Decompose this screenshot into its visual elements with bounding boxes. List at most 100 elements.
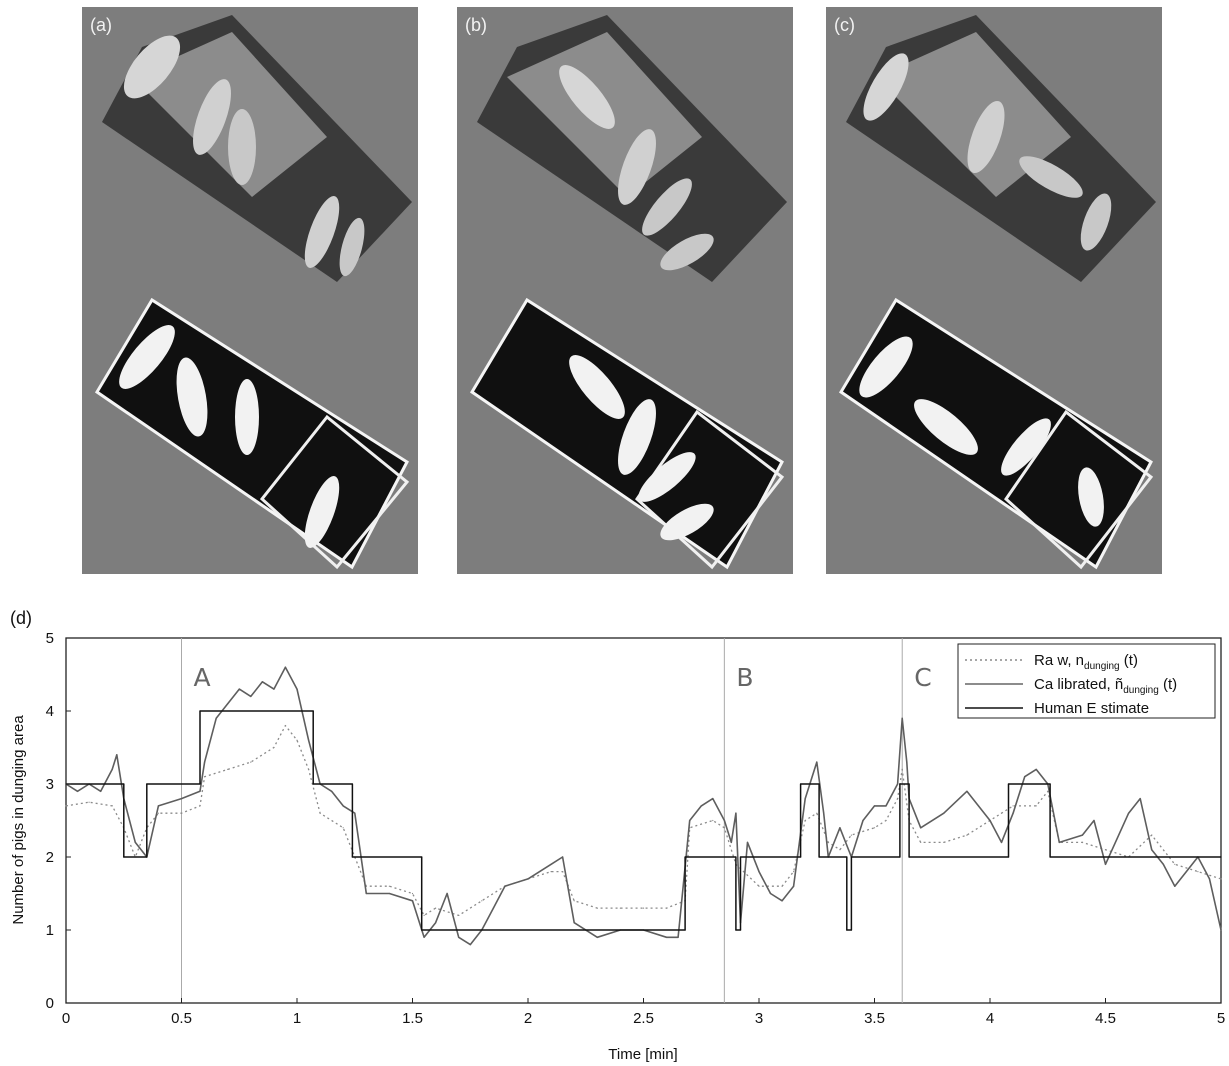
series-dotted	[65, 724, 1222, 917]
data-point	[365, 892, 367, 895]
data-point	[897, 783, 899, 785]
data-point	[1081, 841, 1083, 843]
data-point	[989, 819, 991, 822]
pig-shape	[1080, 193, 1112, 251]
data-point	[746, 841, 749, 843]
x-tick-label: 0	[62, 1010, 70, 1027]
data-point	[1035, 768, 1037, 770]
x-tick-label: 4.5	[1095, 1010, 1116, 1027]
panel-label-c: (c)	[834, 15, 855, 35]
pen-images-a	[94, 15, 412, 570]
legend-entry-calibrated: Ca librated, ñdunging (t)	[1034, 676, 1177, 696]
data-point	[100, 790, 102, 792]
data-point	[723, 819, 726, 822]
pig-shape	[559, 65, 615, 129]
data-point	[435, 922, 437, 924]
data-point	[199, 790, 201, 792]
pig-shape	[967, 100, 1005, 174]
series-layer	[65, 666, 1222, 946]
data-point	[758, 871, 760, 873]
data-point	[261, 681, 263, 683]
data-point	[319, 812, 321, 814]
data-point	[423, 914, 425, 916]
pig-mask	[1001, 418, 1051, 476]
data-point	[873, 827, 876, 829]
data-point	[793, 885, 795, 887]
data-point	[284, 666, 286, 668]
axis-ticks: 0 0.5 1 1.5 2 2.5 3 3.5 4 4.5 5 0 1 2 3 4 5	[46, 630, 1226, 1027]
data-point	[908, 783, 910, 785]
data-point	[1007, 856, 1010, 858]
data-point	[423, 936, 425, 938]
data-point	[1049, 783, 1051, 785]
y-tick-label: 2	[46, 849, 54, 866]
pig-mask	[119, 325, 175, 389]
marker-label-c: C	[914, 663, 931, 692]
data-point	[65, 805, 67, 807]
data-point	[712, 819, 714, 822]
pen-floor-a	[132, 32, 327, 197]
data-point	[76, 790, 79, 792]
x-tick-label: 2.5	[633, 1010, 654, 1027]
legend-entry-human: Human E stimate	[1034, 700, 1149, 717]
data-point	[351, 856, 353, 858]
data-point	[735, 856, 737, 858]
data-point	[550, 871, 552, 873]
data-point	[850, 834, 853, 836]
data-point	[739, 856, 742, 858]
data-point	[388, 892, 390, 895]
data-point	[1024, 776, 1026, 778]
data-point	[850, 929, 853, 931]
data-point	[684, 856, 686, 858]
pig-shape	[642, 178, 692, 236]
x-tick-label: 3.5	[864, 1010, 885, 1027]
data-point	[885, 819, 887, 822]
data-point	[1174, 863, 1176, 865]
data-point	[1012, 805, 1014, 807]
mask-image-c	[838, 297, 1153, 570]
data-point	[735, 812, 737, 814]
data-point	[331, 790, 333, 792]
data-point	[238, 688, 240, 690]
y-tick-label: 0	[46, 995, 54, 1012]
pig-shape	[618, 129, 656, 205]
data-point	[735, 929, 737, 931]
data-point	[804, 798, 806, 800]
data-point	[146, 783, 148, 785]
data-point	[204, 776, 206, 778]
data-point	[204, 761, 206, 763]
data-point	[596, 907, 598, 909]
data-point	[677, 936, 679, 938]
data-point	[943, 812, 945, 814]
data-point	[1049, 856, 1051, 858]
data-point	[123, 783, 125, 785]
data-point	[804, 819, 806, 822]
pig-shape	[660, 233, 714, 271]
data-point	[573, 900, 575, 902]
data-point	[354, 812, 356, 814]
data-point	[1012, 812, 1014, 814]
data-point	[1000, 841, 1003, 843]
photo-panel-c: (c)	[826, 7, 1162, 574]
data-point	[1220, 878, 1222, 880]
data-point	[1128, 812, 1130, 814]
data-point	[111, 768, 113, 770]
data-point	[88, 801, 90, 803]
pig-shape	[863, 53, 909, 121]
data-point	[1220, 856, 1222, 858]
pig-mask	[569, 355, 625, 419]
pig-shape	[123, 35, 181, 99]
data-point	[827, 841, 829, 843]
data-point	[1035, 805, 1037, 807]
data-point	[180, 812, 183, 814]
series-line-dotted	[65, 724, 1222, 917]
data-point	[1104, 849, 1107, 851]
data-point	[562, 871, 564, 873]
legend-box	[957, 643, 1216, 719]
pig-shape	[228, 109, 256, 185]
series-solid	[65, 666, 1222, 946]
data-point	[816, 761, 818, 763]
data-point	[180, 798, 183, 800]
data-point	[296, 739, 298, 741]
pen-floor-c	[876, 32, 1071, 197]
